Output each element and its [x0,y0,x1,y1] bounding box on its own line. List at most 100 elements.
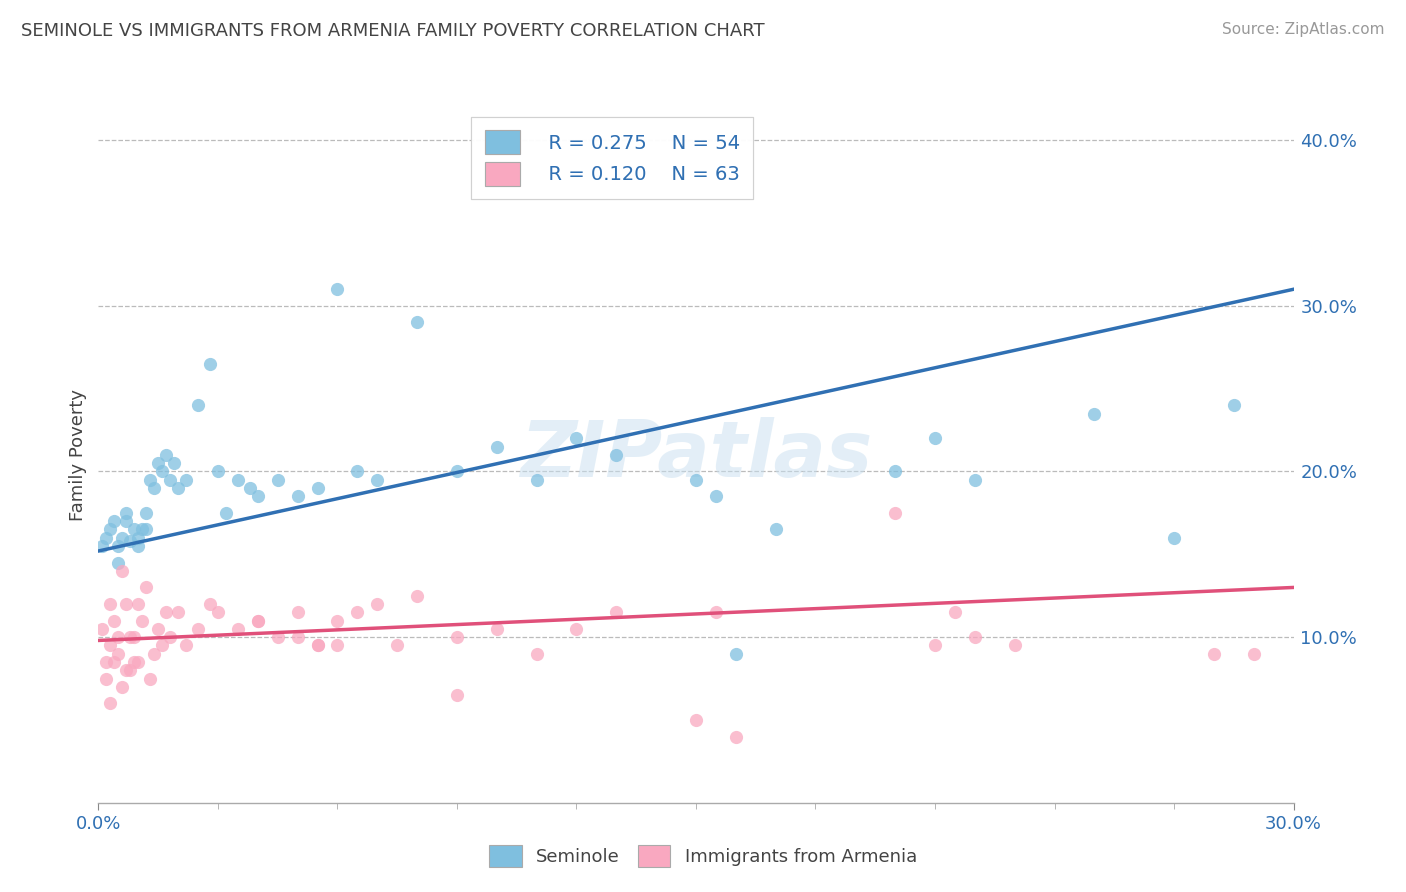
Point [346,465,368,479]
Point [226,622,249,636]
Point [96,672,118,686]
Text: ZIPatlas: ZIPatlas [520,417,872,493]
Point [120,630,142,644]
Point [287,489,309,503]
Legend:   R = 0.275    N = 54,   R = 0.120    N = 63: R = 0.275 N = 54, R = 0.120 N = 63 [471,117,754,199]
Point [963,630,986,644]
Point [143,647,166,661]
Point [167,481,190,495]
Point [103,614,125,628]
Point [148,622,170,636]
Point [198,357,221,371]
Point [526,473,548,487]
Point [96,655,118,669]
Point [155,605,177,619]
Point [446,688,468,702]
Point [103,514,125,528]
Point [724,647,747,661]
Point [446,630,468,644]
Point [446,465,468,479]
Point [765,523,787,537]
Point [724,730,747,744]
Point [150,639,173,653]
Y-axis label: Family Poverty: Family Poverty [69,389,87,521]
Point [385,639,409,653]
Point [159,473,181,487]
Point [943,605,966,619]
Point [96,531,118,545]
Point [1243,647,1265,661]
Point [207,465,229,479]
Point [127,655,149,669]
Point [100,523,122,537]
Point [107,556,129,570]
Point [326,639,349,653]
Point [187,622,209,636]
Point [346,605,368,619]
Point [924,639,946,653]
Point [91,622,114,636]
Point [267,630,290,644]
Point [111,531,134,545]
Point [198,597,221,611]
Point [246,489,269,503]
Point [111,564,134,578]
Point [366,473,388,487]
Point [406,589,429,603]
Point [287,605,309,619]
Point [139,672,162,686]
Point [100,639,122,653]
Point [91,539,114,553]
Point [135,581,157,595]
Point [1004,639,1026,653]
Point [107,647,129,661]
Point [605,448,627,462]
Point [326,282,349,296]
Point [127,531,149,545]
Point [246,614,269,628]
Point [326,614,349,628]
Point [215,506,238,520]
Point [485,440,508,454]
Point [148,456,170,470]
Point [565,431,588,445]
Point [115,506,138,520]
Point [124,523,146,537]
Point [174,639,197,653]
Point [100,697,122,711]
Point [135,523,157,537]
Point [605,605,627,619]
Point [924,431,946,445]
Text: Source: ZipAtlas.com: Source: ZipAtlas.com [1222,22,1385,37]
Point [884,506,907,520]
Point [159,630,181,644]
Point [307,639,329,653]
Point [131,614,153,628]
Point [135,506,157,520]
Point [526,647,548,661]
Point [167,605,190,619]
Legend: Seminole, Immigrants from Armenia: Seminole, Immigrants from Armenia [482,838,924,874]
Point [127,539,149,553]
Point [1083,407,1105,421]
Point [174,473,197,487]
Point [103,655,125,669]
Point [143,481,166,495]
Point [287,630,309,644]
Point [406,315,429,329]
Point [155,448,177,462]
Point [366,597,388,611]
Point [111,680,134,694]
Point [239,481,262,495]
Point [139,473,162,487]
Text: SEMINOLE VS IMMIGRANTS FROM ARMENIA FAMILY POVERTY CORRELATION CHART: SEMINOLE VS IMMIGRANTS FROM ARMENIA FAMI… [21,22,765,40]
Point [704,605,727,619]
Point [226,473,249,487]
Point [685,473,707,487]
Point [120,534,142,549]
Point [100,597,122,611]
Point [107,630,129,644]
Point [485,622,508,636]
Point [884,465,907,479]
Point [565,622,588,636]
